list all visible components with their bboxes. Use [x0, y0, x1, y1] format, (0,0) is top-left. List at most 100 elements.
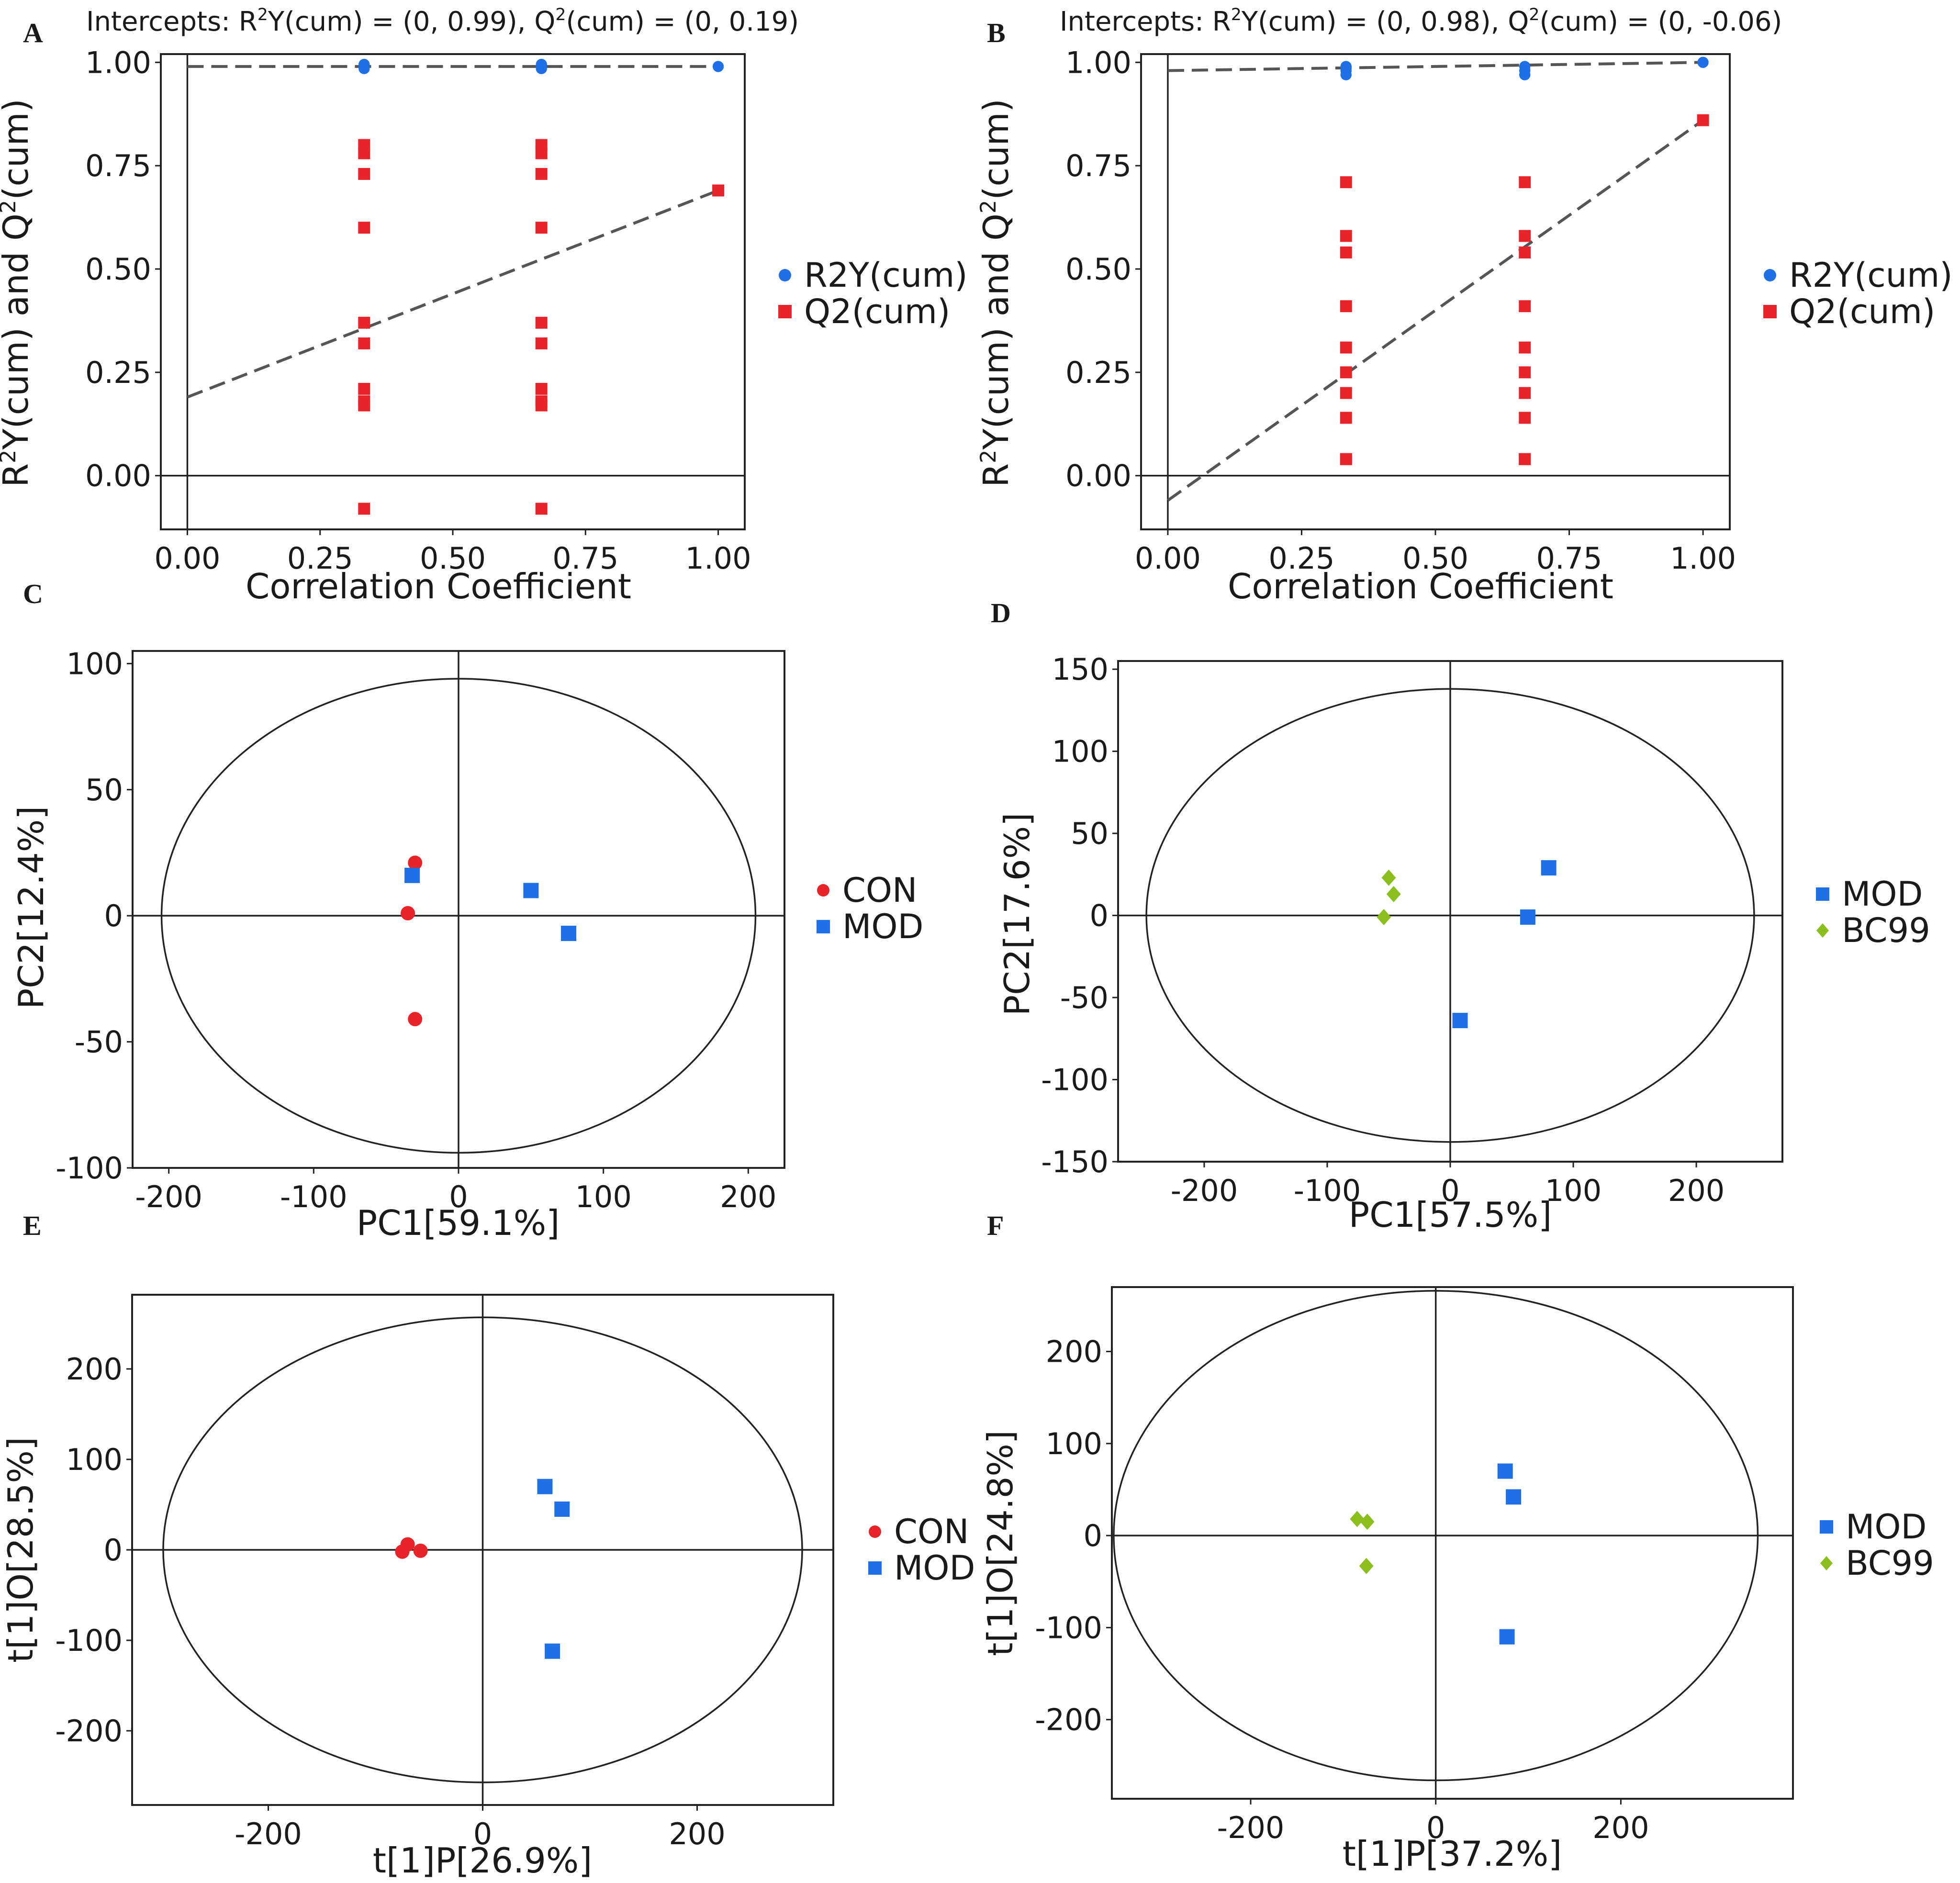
- y-tick-label: -150: [1041, 1144, 1109, 1179]
- data-point: [358, 503, 370, 515]
- data-point: [1340, 69, 1352, 80]
- data-point: [1519, 453, 1531, 465]
- y-tick-label: 0.50: [85, 252, 151, 287]
- data-point: [535, 316, 548, 329]
- data-point: [1506, 1489, 1522, 1505]
- x-tick-label: 200: [669, 1816, 725, 1851]
- data-point: [1340, 387, 1352, 399]
- data-point: [545, 1643, 560, 1659]
- panel-a: A Intercepts: R2Y(cum) = (0, 0.99), Q2(cu…: [0, 5, 968, 606]
- y-tick-label: 50: [1071, 816, 1109, 851]
- legend-label: MOD: [894, 1548, 975, 1588]
- data-point: [1497, 1463, 1513, 1479]
- legend-label: R2Y(cum): [1789, 256, 1953, 295]
- x-axis-label: PC1[59.1%]: [357, 1203, 560, 1243]
- series-q2-cum-: [358, 139, 725, 515]
- y-tick-label: 1.00: [85, 45, 151, 80]
- x-tick-label: 0: [449, 1179, 468, 1214]
- y-tick-label: -100: [1041, 1063, 1109, 1098]
- y-tick-label: -200: [1035, 1703, 1102, 1737]
- panel-letter-b: B: [987, 17, 1006, 48]
- data-point: [1541, 860, 1557, 876]
- y-tick-label: 150: [1052, 652, 1109, 687]
- data-point: [404, 867, 420, 883]
- y-tick-label: 0.25: [1065, 355, 1131, 390]
- x-tick-label: 0.00: [154, 541, 220, 576]
- legend-label: Q2(cum): [1789, 292, 1935, 331]
- y-tick-label: 0: [1084, 1518, 1102, 1553]
- series-con: [401, 855, 423, 1027]
- data-point: [358, 316, 370, 329]
- data-point: [1340, 412, 1352, 424]
- legend-marker: [1820, 1556, 1833, 1570]
- x-tick-label: -200: [1217, 1810, 1285, 1845]
- confidence-ellipse: [1145, 688, 1755, 1143]
- data-point: [1499, 1629, 1515, 1645]
- panel-letter-a: A: [23, 17, 43, 48]
- y-tick-label: 100: [66, 1442, 123, 1477]
- x-tick-label: -100: [1294, 1173, 1361, 1208]
- panel-f: F -200 0 200 -200 -100 0 100 200 t[1]P[37.2%] t[1]…: [980, 1210, 1934, 1874]
- x-tick-label: 0.25: [287, 541, 353, 576]
- legend: R2Y(cum)Q2(cum): [778, 256, 968, 331]
- regression-line-r2y: [1167, 61, 1703, 72]
- x-axis-label: PC1[57.5%]: [1349, 1195, 1552, 1235]
- data-point: [535, 399, 548, 412]
- regression-line-q2: [187, 189, 719, 399]
- panel-letter-d: D: [991, 597, 1011, 628]
- data-point: [1381, 869, 1396, 886]
- legend: R2Y(cum)Q2(cum): [1763, 256, 1953, 331]
- y-axis-label: t[1]O[28.5%]: [0, 1437, 41, 1663]
- x-tick-label: 0.50: [1402, 541, 1468, 576]
- data-point: [1377, 909, 1391, 926]
- data-point: [358, 222, 370, 234]
- series-con: [395, 1537, 428, 1559]
- data-point: [712, 61, 724, 72]
- y-tick-label: 0.75: [1065, 148, 1131, 183]
- data-point: [358, 63, 370, 74]
- data-point: [408, 1012, 423, 1027]
- data-point: [1519, 246, 1531, 258]
- data-point: [536, 63, 547, 74]
- data-point: [358, 399, 370, 412]
- panel-b: B Intercepts: R2Y(cum) = (0, 0.98), Q2(cu…: [976, 5, 1953, 606]
- y-tick-label: 0: [1090, 898, 1109, 933]
- x-tick-label: 0: [1441, 1173, 1459, 1208]
- legend-label: MOD: [1846, 1507, 1926, 1547]
- data-point: [1340, 176, 1352, 189]
- x-tick-label: 200: [1592, 1810, 1649, 1845]
- data-point: [1697, 114, 1709, 126]
- y-tick-label: 0: [104, 1533, 123, 1568]
- legend-marker: [779, 269, 791, 281]
- legend-label: CON: [894, 1512, 969, 1551]
- plot-frame: [1111, 1286, 1794, 1800]
- data-point: [561, 926, 577, 942]
- x-tick-label: 0: [1426, 1810, 1445, 1845]
- data-point: [1519, 176, 1531, 189]
- legend-label: BC99: [1846, 1544, 1934, 1583]
- x-tick-label: -100: [280, 1179, 347, 1214]
- y-tick-label: 200: [66, 1352, 123, 1387]
- data-point: [535, 168, 548, 180]
- y-tick-label: 100: [67, 646, 123, 681]
- x-tick-label: 0: [473, 1816, 492, 1851]
- legend-label: Q2(cum): [804, 292, 950, 331]
- y-tick-label: 0.50: [1065, 252, 1131, 287]
- data-point: [1520, 909, 1535, 925]
- legend-marker: [1763, 305, 1777, 318]
- y-tick-label: 0.00: [85, 459, 151, 493]
- legend-label: R2Y(cum): [804, 256, 968, 295]
- data-point: [358, 382, 370, 395]
- confidence-ellipse: [1113, 1289, 1759, 1782]
- chart-title: Intercepts: R2Y(cum) = (0, 0.99), Q2(cum…: [86, 5, 799, 37]
- series-bc99: [1350, 1511, 1375, 1574]
- x-axis-label: t[1]P[37.2%]: [1343, 1834, 1562, 1874]
- data-point: [358, 147, 370, 159]
- confidence-ellipse: [162, 1316, 803, 1783]
- x-tick-label: 0.25: [1268, 541, 1334, 576]
- data-point: [1340, 300, 1352, 313]
- data-point: [1340, 230, 1352, 242]
